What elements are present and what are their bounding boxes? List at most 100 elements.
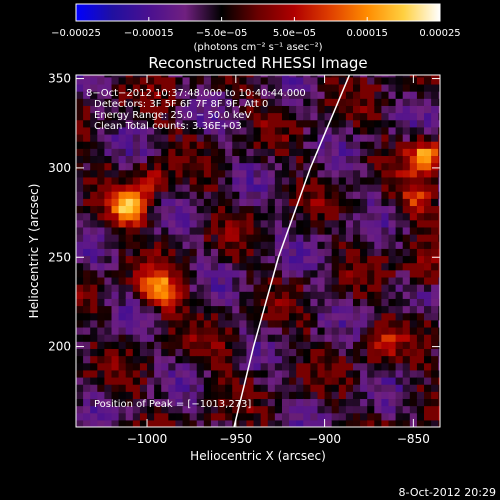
heatmap-cell <box>83 398 91 407</box>
heatmap-cell <box>267 76 276 85</box>
heatmap-cell <box>147 255 155 264</box>
colorbar-tick-label: −0.00025 <box>51 28 101 39</box>
heatmap-cell <box>97 205 106 214</box>
heatmap-cell <box>161 319 169 328</box>
heatmap-cell <box>324 169 333 178</box>
heatmap-cell <box>317 91 326 99</box>
heatmap-cell <box>338 255 347 264</box>
heatmap-cell <box>395 398 404 407</box>
heatmap-cell <box>189 155 198 164</box>
heatmap-cell <box>367 412 375 421</box>
heatmap-cell <box>289 276 297 285</box>
heatmap-cell <box>118 319 127 328</box>
heatmap-cell <box>338 291 347 299</box>
heatmap-cell <box>416 312 425 321</box>
heatmap-cell <box>289 234 297 242</box>
heatmap-cell <box>289 198 297 207</box>
heatmap-cell <box>147 384 155 392</box>
heatmap-cell <box>331 205 340 214</box>
heatmap-cell <box>225 155 233 164</box>
heatmap-cell <box>218 205 226 214</box>
heatmap-cell <box>331 255 340 264</box>
heatmap-cell <box>168 98 177 106</box>
heatmap-cell <box>303 312 311 321</box>
heatmap-cell <box>352 326 361 335</box>
heatmap-cell <box>409 362 418 371</box>
heatmap-cell <box>416 112 425 121</box>
heatmap-cell <box>132 362 141 371</box>
heatmap-cell <box>352 141 361 149</box>
heatmap-cell <box>83 384 91 392</box>
heatmap-cell <box>381 91 390 99</box>
heatmap-cell <box>196 298 205 307</box>
heatmap-cell <box>111 169 120 178</box>
heatmap-cell <box>161 198 169 207</box>
heatmap-cell <box>132 348 141 357</box>
heatmap-cell <box>381 348 390 357</box>
heatmap-cell <box>246 284 255 292</box>
heatmap-cell <box>154 91 162 99</box>
heatmap-cell <box>225 141 233 149</box>
heatmap-cell <box>409 298 418 307</box>
heatmap-cell <box>218 219 226 228</box>
heatmap-cell <box>97 248 106 257</box>
heatmap-cell <box>416 162 425 171</box>
heatmap-cell <box>196 248 205 257</box>
heatmap-cell <box>352 198 361 207</box>
heatmap-cell <box>438 376 440 385</box>
heatmap-cell <box>352 255 361 264</box>
heatmap-cell <box>189 384 198 392</box>
heatmap-cell <box>118 326 127 335</box>
heatmap-cell <box>395 112 404 121</box>
heatmap-cell <box>374 384 383 392</box>
heatmap-cell <box>132 262 141 271</box>
heatmap-cell <box>76 98 84 106</box>
heatmap-cell <box>303 334 311 342</box>
heatmap-cell <box>132 148 141 157</box>
heatmap-cell <box>125 312 134 321</box>
heatmap-cell <box>289 76 297 85</box>
heatmap-cell <box>104 105 113 114</box>
heatmap-cell <box>239 219 248 228</box>
heatmap-cell <box>431 169 439 178</box>
heatmap-cell <box>182 255 191 264</box>
heatmap-cell <box>416 75 425 78</box>
heatmap-cell <box>388 133 397 142</box>
heatmap-cell <box>90 391 98 400</box>
heatmap-cell <box>303 255 311 264</box>
heatmap-cell <box>416 369 425 378</box>
heatmap-cell <box>296 326 304 335</box>
heatmap-cell <box>360 191 368 199</box>
heatmap-cell <box>296 126 304 135</box>
heatmap-cell <box>317 191 326 199</box>
heatmap-cell <box>388 376 397 385</box>
y-axis-label: Heliocentric Y (arcsec) <box>27 184 41 319</box>
heatmap-cell <box>381 162 390 171</box>
heatmap-cell <box>83 319 91 328</box>
heatmap-cell <box>409 141 418 149</box>
heatmap-cell <box>175 155 184 164</box>
heatmap-cell <box>409 112 418 121</box>
heatmap-cell <box>168 112 177 121</box>
heatmap-cell <box>225 319 233 328</box>
heatmap-cell <box>125 291 134 299</box>
heatmap-cell <box>196 98 205 106</box>
heatmap-cell <box>125 119 134 128</box>
heatmap-cell <box>345 133 354 142</box>
heatmap-cell <box>104 326 113 335</box>
heatmap-cell <box>168 169 177 178</box>
heatmap-cell <box>416 191 425 199</box>
heatmap-cell <box>104 119 113 128</box>
heatmap-cell <box>239 91 248 99</box>
heatmap-cell <box>303 98 311 106</box>
heatmap-cell <box>147 75 155 78</box>
heatmap-cell <box>168 183 177 192</box>
y-tick-label: 300 <box>48 161 71 175</box>
heatmap-cell <box>274 191 283 199</box>
heatmap-cell <box>367 341 375 349</box>
heatmap-cell <box>438 75 440 78</box>
heatmap-cell <box>253 391 262 400</box>
heatmap-cell <box>388 398 397 407</box>
heatmap-cell <box>431 105 439 114</box>
heatmap-cell <box>232 198 240 207</box>
